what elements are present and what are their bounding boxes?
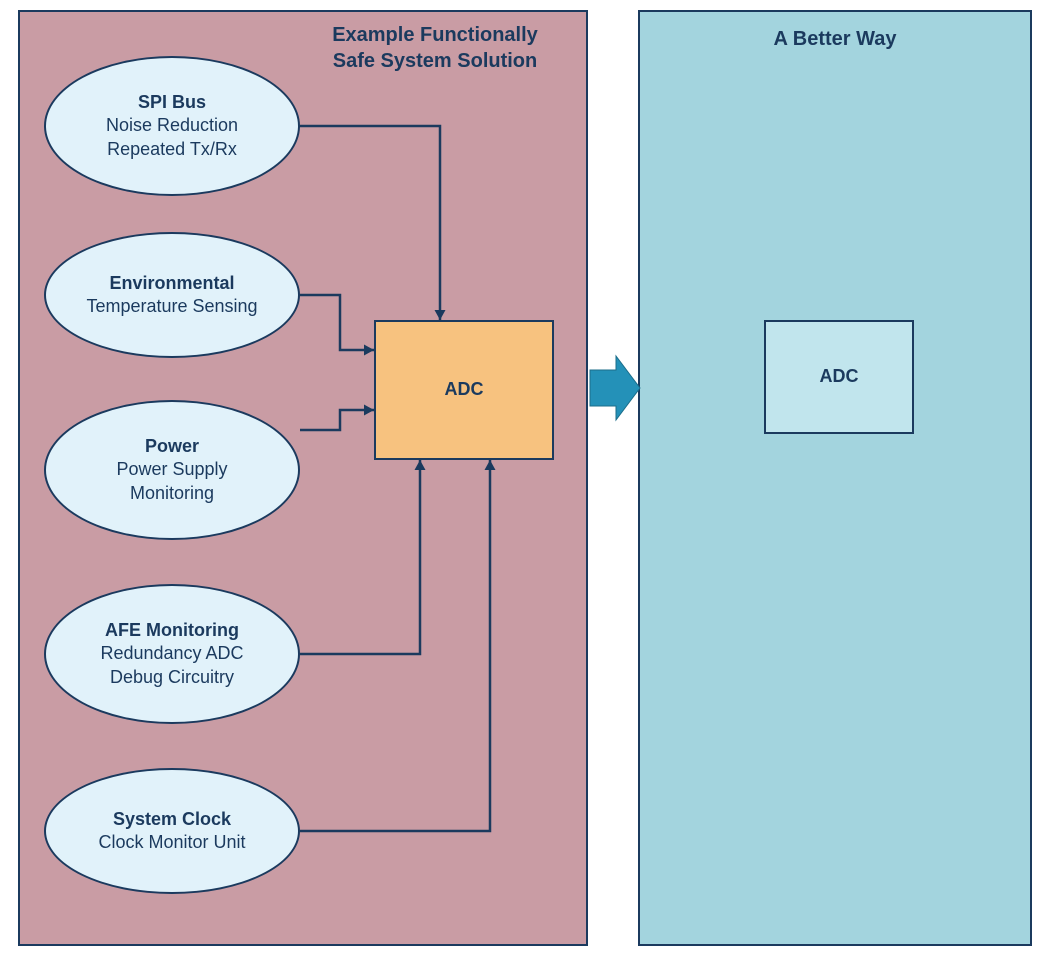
spi-bus-title: SPI Bus — [138, 91, 206, 114]
spi-bus-sub: Noise Reduction Repeated Tx/Rx — [106, 114, 238, 161]
adc-right-box: ADC — [764, 320, 914, 434]
right-panel-title: A Better Way — [760, 28, 910, 51]
adc-right-label: ADC — [820, 365, 859, 388]
clock-node: System Clock Clock Monitor Unit — [44, 768, 300, 894]
spi-bus-node: SPI Bus Noise Reduction Repeated Tx/Rx — [44, 56, 300, 196]
transition-arrow — [590, 356, 640, 420]
afe-sub: Redundancy ADC Debug Circuitry — [100, 642, 243, 689]
afe-node: AFE Monitoring Redundancy ADC Debug Circ… — [44, 584, 300, 724]
clock-title: System Clock — [113, 808, 231, 831]
adc-left-label: ADC — [445, 378, 484, 401]
afe-title: AFE Monitoring — [105, 619, 239, 642]
power-node: Power Power Supply Monitoring — [44, 400, 300, 540]
right-panel — [638, 10, 1032, 946]
environmental-node: Environmental Temperature Sensing — [44, 232, 300, 358]
left-panel-title: Example Functionally Safe System Solutio… — [300, 22, 570, 74]
power-title: Power — [145, 435, 199, 458]
environmental-sub: Temperature Sensing — [86, 295, 257, 318]
environmental-title: Environmental — [109, 272, 234, 295]
clock-sub: Clock Monitor Unit — [98, 831, 245, 854]
adc-left-box: ADC — [374, 320, 554, 460]
power-sub: Power Supply Monitoring — [116, 458, 227, 505]
